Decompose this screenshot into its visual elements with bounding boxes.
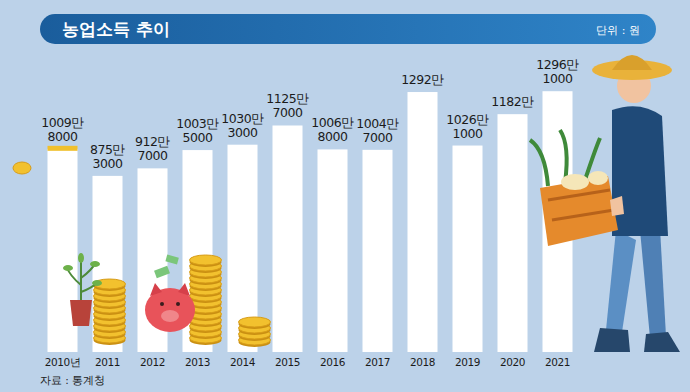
farmer-boot <box>644 332 680 352</box>
data-label: 1030만3000 <box>221 111 264 140</box>
piggy-snout <box>161 310 179 322</box>
data-label: 1125만7000 <box>266 91 309 120</box>
data-label: 1026만1000 <box>446 112 489 141</box>
coin <box>190 255 222 265</box>
vegetable <box>561 174 589 190</box>
x-axis: 2010년 2011 2012 2013 2014 2015 2016 2017 2018 201… <box>45 356 570 368</box>
x-tick-label: 2013 <box>185 356 210 368</box>
x-tick-label: 2020 <box>500 356 525 368</box>
vegetable <box>588 171 608 185</box>
farmer-leg <box>640 228 666 338</box>
x-tick-label: 2016 <box>320 356 346 368</box>
bar <box>453 146 483 352</box>
coin <box>13 162 31 174</box>
x-tick-label: 2011 <box>95 356 120 368</box>
data-label-line: 1003만 <box>176 116 219 131</box>
data-label: 1003만5000 <box>176 116 219 145</box>
bill <box>154 266 170 278</box>
data-label-line: 912만 <box>135 134 170 149</box>
bars <box>48 91 573 352</box>
data-label-line: 8000 <box>318 129 348 144</box>
data-label: 1006만8000 <box>311 115 354 144</box>
data-label: 1004만7000 <box>356 116 399 145</box>
leaf <box>92 280 102 286</box>
data-label: 912만7000 <box>135 134 170 163</box>
data-label-line: 1182만 <box>491 94 534 109</box>
bar <box>498 114 528 352</box>
data-label-line: 5000 <box>183 130 213 145</box>
x-tick-label: 2021 <box>545 356 570 368</box>
farmer-shirt <box>612 106 668 236</box>
data-label-line: 1292만 <box>401 72 444 87</box>
data-label-line: 1000 <box>453 126 483 141</box>
data-label: 875만3000 <box>90 142 125 171</box>
header-bar <box>40 14 656 44</box>
data-label: 1009만8000 <box>41 115 84 144</box>
leaf <box>78 253 84 263</box>
decorations <box>13 55 680 352</box>
farmer <box>530 55 680 352</box>
chart-root: 농업소득 추이단위 : 원1009만8000875만3000912만700010… <box>0 0 690 392</box>
farmer-hand <box>610 196 624 216</box>
coin <box>239 317 271 327</box>
data-label-line: 3000 <box>93 156 123 171</box>
data-labels: 1009만8000875만3000912만70001003만50001030만3… <box>41 57 579 171</box>
x-tick-label: 2015 <box>275 356 300 368</box>
pot <box>70 300 92 326</box>
piggy-ears <box>150 283 190 296</box>
coin-edge-top <box>48 146 78 151</box>
x-tick-label: 2010년 <box>45 356 81 368</box>
leaf <box>90 261 100 267</box>
data-label-line: 3000 <box>228 125 258 140</box>
data-label-line: 7000 <box>138 148 168 163</box>
data-label-line: 1009만 <box>41 115 84 130</box>
x-tick-label: 2019 <box>455 356 480 368</box>
data-label-line: 1296만 <box>536 57 579 72</box>
data-label-line: 1026만 <box>446 112 489 127</box>
data-label-line: 7000 <box>273 105 303 120</box>
data-label-line: 8000 <box>48 129 78 144</box>
data-label-line: 1125만 <box>266 91 309 106</box>
data-label-line: 1000 <box>543 71 573 86</box>
chart-svg: 농업소득 추이단위 : 원1009만8000875만3000912만700010… <box>0 0 690 392</box>
x-tick-label: 2014 <box>230 356 256 368</box>
unit-label: 단위 : 원 <box>596 24 640 37</box>
bar <box>318 149 348 352</box>
crate-slats <box>548 190 614 220</box>
farmer-hat-top <box>612 55 652 70</box>
data-label: 1182만 <box>491 94 534 109</box>
data-label-line: 1006만 <box>311 115 354 130</box>
farmer-leg <box>606 230 636 332</box>
bar <box>363 150 393 352</box>
data-label: 1296만1000 <box>536 57 579 86</box>
x-tick-label: 2012 <box>140 356 165 368</box>
bar <box>408 92 438 352</box>
data-label-line: 7000 <box>363 130 393 145</box>
source: 자료 : 통계청 <box>40 374 105 386</box>
piggy-eye <box>160 302 164 306</box>
farmer-boot <box>594 328 630 352</box>
data-label: 1292만 <box>401 72 444 87</box>
x-tick-label: 2018 <box>410 356 435 368</box>
bill <box>165 255 178 265</box>
title: 농업소득 추이 <box>62 19 170 39</box>
background <box>0 0 690 392</box>
data-label-line: 1004만 <box>356 116 399 131</box>
piggy-eye <box>176 302 180 306</box>
data-label-line: 1030만 <box>221 111 264 126</box>
x-tick-label: 2017 <box>365 356 390 368</box>
data-label-line: 875만 <box>90 142 125 157</box>
leaf <box>63 265 73 271</box>
bar <box>273 125 303 352</box>
